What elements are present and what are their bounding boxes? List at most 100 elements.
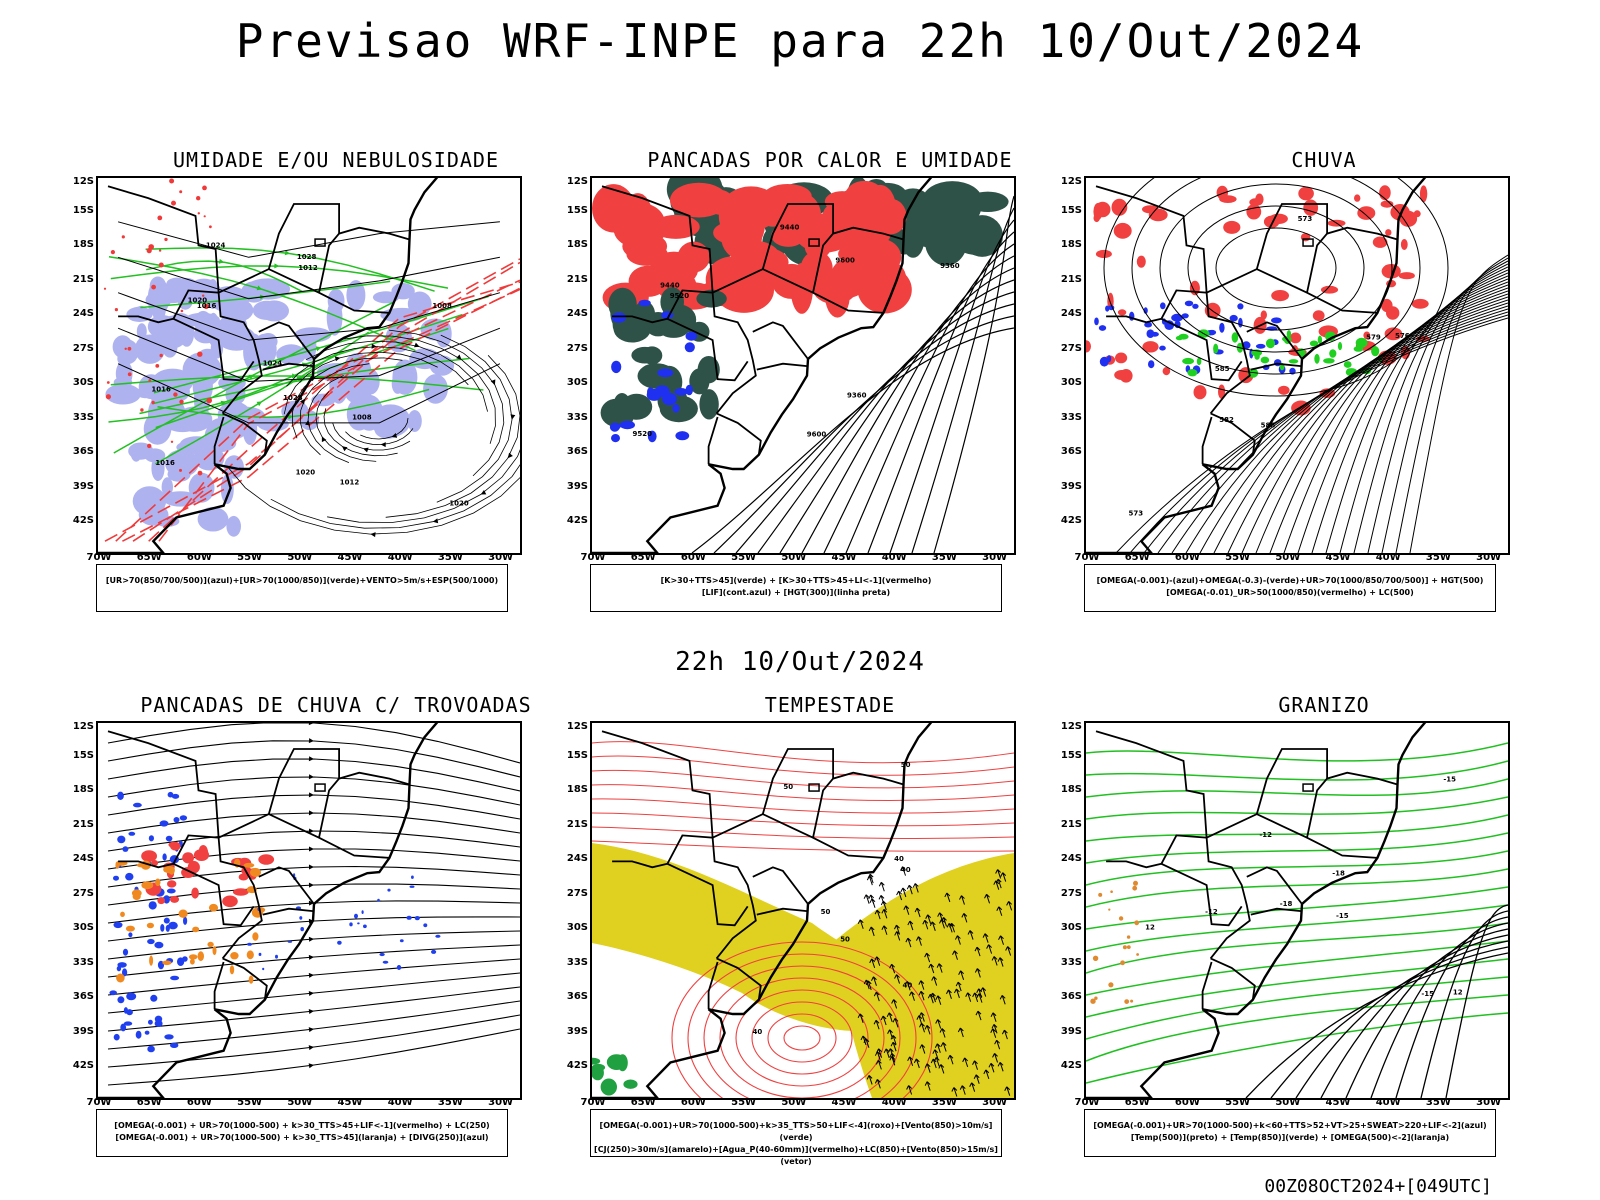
rain-blue-area <box>1237 303 1244 310</box>
wind-vector <box>973 1074 980 1084</box>
flow-arrow <box>308 972 314 978</box>
contour-label: 1024 <box>263 360 283 368</box>
lon-tick-label: 40W <box>1375 552 1401 563</box>
wind-vector <box>869 958 876 969</box>
wind-vector <box>896 890 903 901</box>
rain-red-area <box>1095 249 1112 259</box>
wind-vector <box>925 914 932 924</box>
rain-green-area <box>1178 333 1189 340</box>
flow-arrow <box>308 756 314 762</box>
border-line <box>667 862 749 927</box>
divergence-blue-mark <box>435 934 441 938</box>
divergence-blue-mark <box>117 962 127 968</box>
cape-red-area <box>714 267 774 313</box>
flow-line <box>283 351 438 415</box>
rain-green-area <box>1317 335 1323 344</box>
flow-line <box>315 391 377 462</box>
rain-blue-area <box>1098 325 1107 331</box>
humidity-red-mark <box>159 353 163 358</box>
divergence-blue-mark <box>262 967 265 971</box>
wind-vector <box>881 908 888 919</box>
wind-vector <box>868 926 875 937</box>
contour-label: 1012 <box>340 479 360 487</box>
lon-tick-label: 45W <box>337 552 363 563</box>
flow-arrow <box>308 1063 314 1069</box>
flow-line <box>107 794 520 820</box>
flow-line <box>327 449 520 523</box>
rain-red-area <box>1094 201 1111 218</box>
lat-tick-label: 39S <box>566 1025 588 1037</box>
capital-marker <box>314 783 326 792</box>
lat-tick-label: 42S <box>566 515 588 526</box>
rain-red-area <box>1411 298 1429 309</box>
wind-vector <box>992 1053 999 1063</box>
wind-vector <box>900 866 906 876</box>
divergence-blue-mark <box>162 853 167 861</box>
panel-granizo: GRANIZO -12 -12 -15 -15 -15 -18 -18 12 12 12S 15S 18… <box>1061 693 1574 1173</box>
panel-title: GRANIZO <box>1278 693 1370 717</box>
border-line <box>217 837 263 959</box>
contour-label: 9360 <box>847 391 867 399</box>
rain-red-area <box>1379 185 1391 201</box>
pressure-contour <box>117 363 501 424</box>
hgt500-contour <box>1185 302 1508 553</box>
border-line <box>318 226 410 293</box>
divergence-blue-mark <box>123 1021 133 1026</box>
lon-tick-label: 65W <box>1124 1097 1150 1108</box>
hgt500-contour <box>1269 284 1508 553</box>
humidity-red-mark <box>114 308 118 312</box>
omega-orange-mark <box>1126 945 1131 949</box>
flow-arrow <box>308 828 314 834</box>
lat-tick-label: 21S <box>72 273 94 285</box>
border-line <box>612 315 668 324</box>
lat-tick-label: 36S <box>566 991 588 1002</box>
lon-tick-label: 45W <box>831 552 857 563</box>
hgt500-contour <box>1103 178 1449 397</box>
legend-box: [K>30+TTS>45](verde) + [K>30+TTS>45+LI<-… <box>590 564 1002 612</box>
lat-tick-label: 15S <box>1060 749 1082 761</box>
wind-vector <box>937 912 944 922</box>
divergence-blue-mark <box>147 1045 155 1053</box>
contour-label: 1016 <box>155 459 175 467</box>
border-line <box>752 866 809 905</box>
flow-line <box>107 812 520 834</box>
humidity-red-mark <box>105 394 111 400</box>
flow-arrow <box>342 446 348 452</box>
lon-tick-label: 40W <box>881 552 907 563</box>
lif-blue-mark <box>619 420 635 430</box>
map-frame: 50 50 40 40 50 50 40 40 <box>590 721 1016 1100</box>
wind-vector <box>983 1069 990 1080</box>
omega-orange-mark <box>1098 892 1103 897</box>
lat-tick-label: 24S <box>72 308 94 319</box>
wind-vector <box>930 992 936 1003</box>
coastline <box>1086 178 1427 553</box>
capital-marker <box>1302 783 1314 792</box>
humidity-red-mark <box>164 237 168 242</box>
divergence-blue-mark <box>165 835 173 842</box>
panel-pancadas-calor: PANCADAS POR CALOR E UMIDADE 9600 9520 9440… <box>567 148 1080 628</box>
cape-red-area <box>812 270 858 305</box>
panel-title: UMIDADE E/OU NEBULOSIDADE <box>172 148 500 172</box>
rain-red-area <box>1372 236 1388 248</box>
footer-stamp: 00Z08OCT2024+[049UTC] <box>1264 1176 1492 1197</box>
lat-tick-label: 12S <box>566 176 588 187</box>
lif-blue-mark <box>647 387 654 397</box>
wind-vector <box>906 884 913 895</box>
rain-red-area <box>1384 327 1403 341</box>
cape-red-area <box>670 182 728 218</box>
contour-label: 40 <box>753 1028 763 1036</box>
border-line <box>107 730 220 865</box>
hgt500-contour <box>1187 205 1365 331</box>
lon-tick-label: 40W <box>1375 1097 1401 1108</box>
rain-red-area <box>1363 331 1371 340</box>
wind-vector <box>972 1060 978 1070</box>
lon-tick-label: 35W <box>1425 1097 1451 1108</box>
thunder-red-area <box>151 860 159 866</box>
hgt-contour <box>889 219 1014 553</box>
map-frame: -12 -12 -15 -15 -15 -18 -18 12 12 <box>1084 721 1510 1100</box>
temp500-contour <box>1395 916 1508 1098</box>
lif-blue-mark <box>611 434 620 443</box>
divergence-blue-mark <box>109 990 117 996</box>
omega-orange-mark <box>1126 935 1131 939</box>
flow-line <box>108 351 345 423</box>
